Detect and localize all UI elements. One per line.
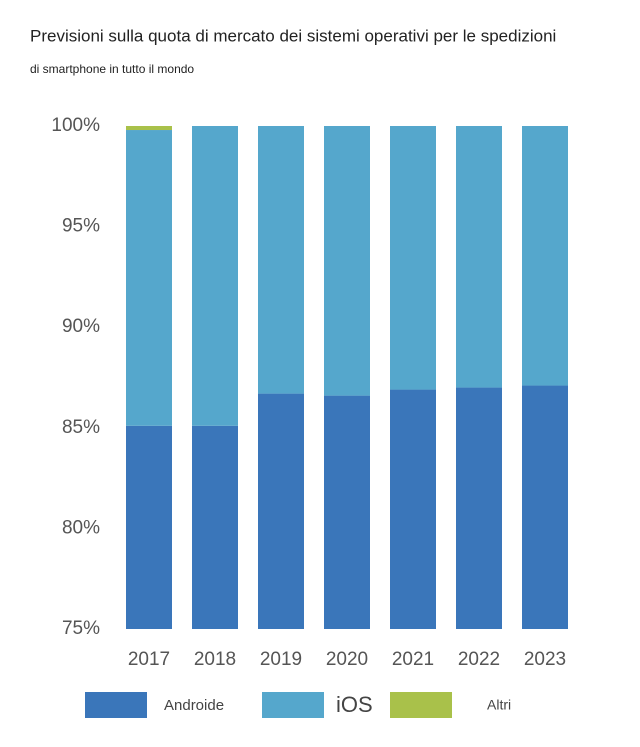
x-tick-label: 2017 xyxy=(128,649,170,670)
bar-segment xyxy=(192,425,238,629)
chart-subtitle: di smartphone in tutto il mondo xyxy=(30,62,194,76)
bar-segment xyxy=(456,126,502,388)
x-tick-label: 2019 xyxy=(260,649,302,670)
y-tick-label: 75% xyxy=(62,618,100,639)
x-tick-label: 2020 xyxy=(326,649,368,670)
legend-swatch xyxy=(85,692,147,718)
bar-segment xyxy=(522,385,568,629)
legend-label: Altri xyxy=(487,697,511,713)
bar-segment xyxy=(456,387,502,629)
bar-segment xyxy=(390,126,436,390)
legend-label: Androide xyxy=(164,697,224,714)
legend-swatch xyxy=(262,692,324,718)
chart-title: Previsioni sulla quota di mercato dei si… xyxy=(30,26,556,45)
bar-segment xyxy=(390,389,436,629)
bar-segment xyxy=(258,393,304,629)
x-tick-label: 2023 xyxy=(524,649,566,670)
bar-segment xyxy=(126,126,172,131)
y-tick-label: 95% xyxy=(62,216,100,237)
bar-segment xyxy=(192,126,238,426)
bar-segment xyxy=(126,130,172,426)
legend-swatch xyxy=(390,692,452,718)
bar-segment xyxy=(258,126,304,394)
y-tick-label: 85% xyxy=(62,417,100,438)
x-tick-label: 2018 xyxy=(194,649,236,670)
bar-segment xyxy=(522,126,568,386)
bar-segment xyxy=(324,395,370,629)
legend-label: iOS xyxy=(336,692,373,717)
bar-segment xyxy=(126,425,172,629)
y-tick-label: 90% xyxy=(62,316,100,337)
x-tick-label: 2022 xyxy=(458,649,500,670)
bar-segment xyxy=(324,126,370,396)
y-tick-label: 80% xyxy=(62,517,100,538)
x-tick-label: 2021 xyxy=(392,649,434,670)
y-tick-label: 100% xyxy=(51,115,100,136)
